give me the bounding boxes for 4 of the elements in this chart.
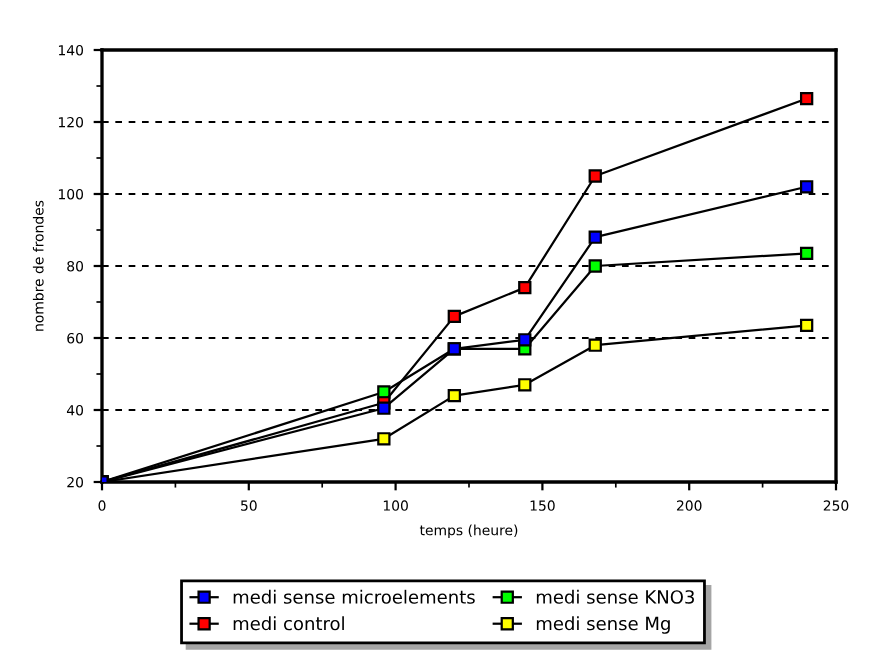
legend-label: medi sense Mg	[536, 616, 670, 634]
legend-label: medi sense microelements	[233, 589, 475, 604]
legend-label: medi sense KNO3	[536, 589, 694, 604]
legend-label: medi control	[233, 616, 344, 631]
